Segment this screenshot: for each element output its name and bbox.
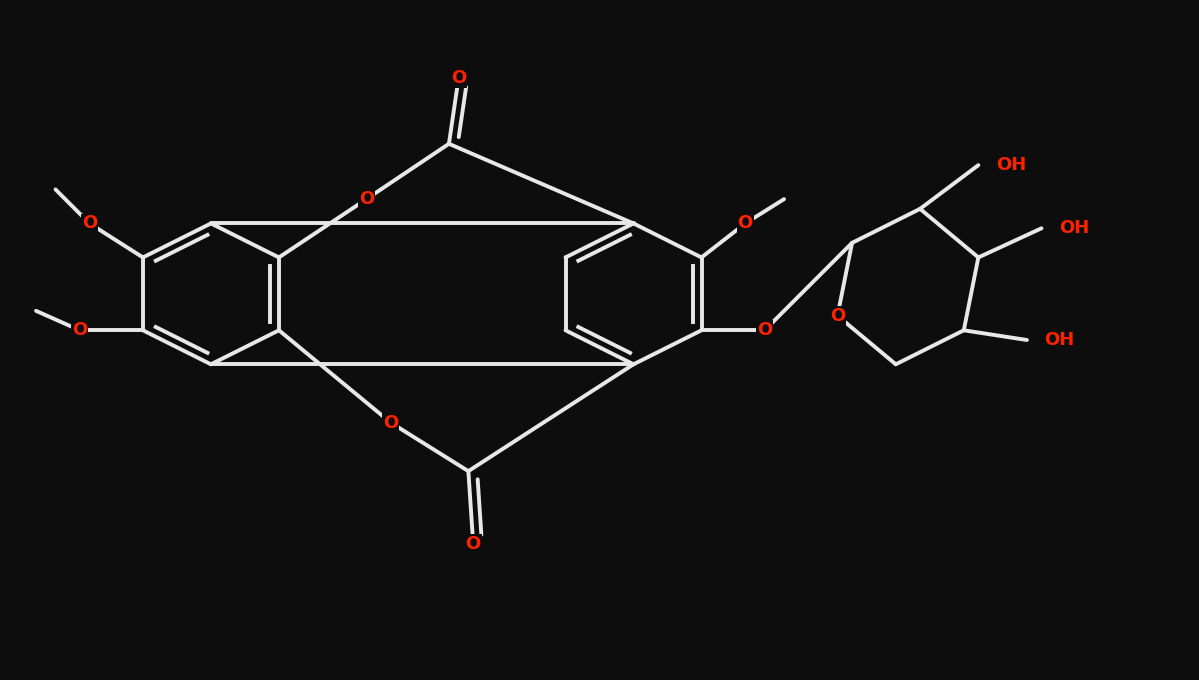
Text: O: O xyxy=(72,321,88,339)
Text: O: O xyxy=(382,413,398,432)
Text: O: O xyxy=(451,69,466,87)
Text: O: O xyxy=(757,321,772,339)
Text: OH: OH xyxy=(1059,219,1089,237)
Text: O: O xyxy=(359,190,374,208)
Text: OH: OH xyxy=(996,156,1026,174)
Text: O: O xyxy=(82,214,97,233)
Text: O: O xyxy=(830,307,845,325)
Text: O: O xyxy=(737,214,753,233)
Text: OH: OH xyxy=(1044,331,1074,349)
Text: O: O xyxy=(465,535,481,553)
